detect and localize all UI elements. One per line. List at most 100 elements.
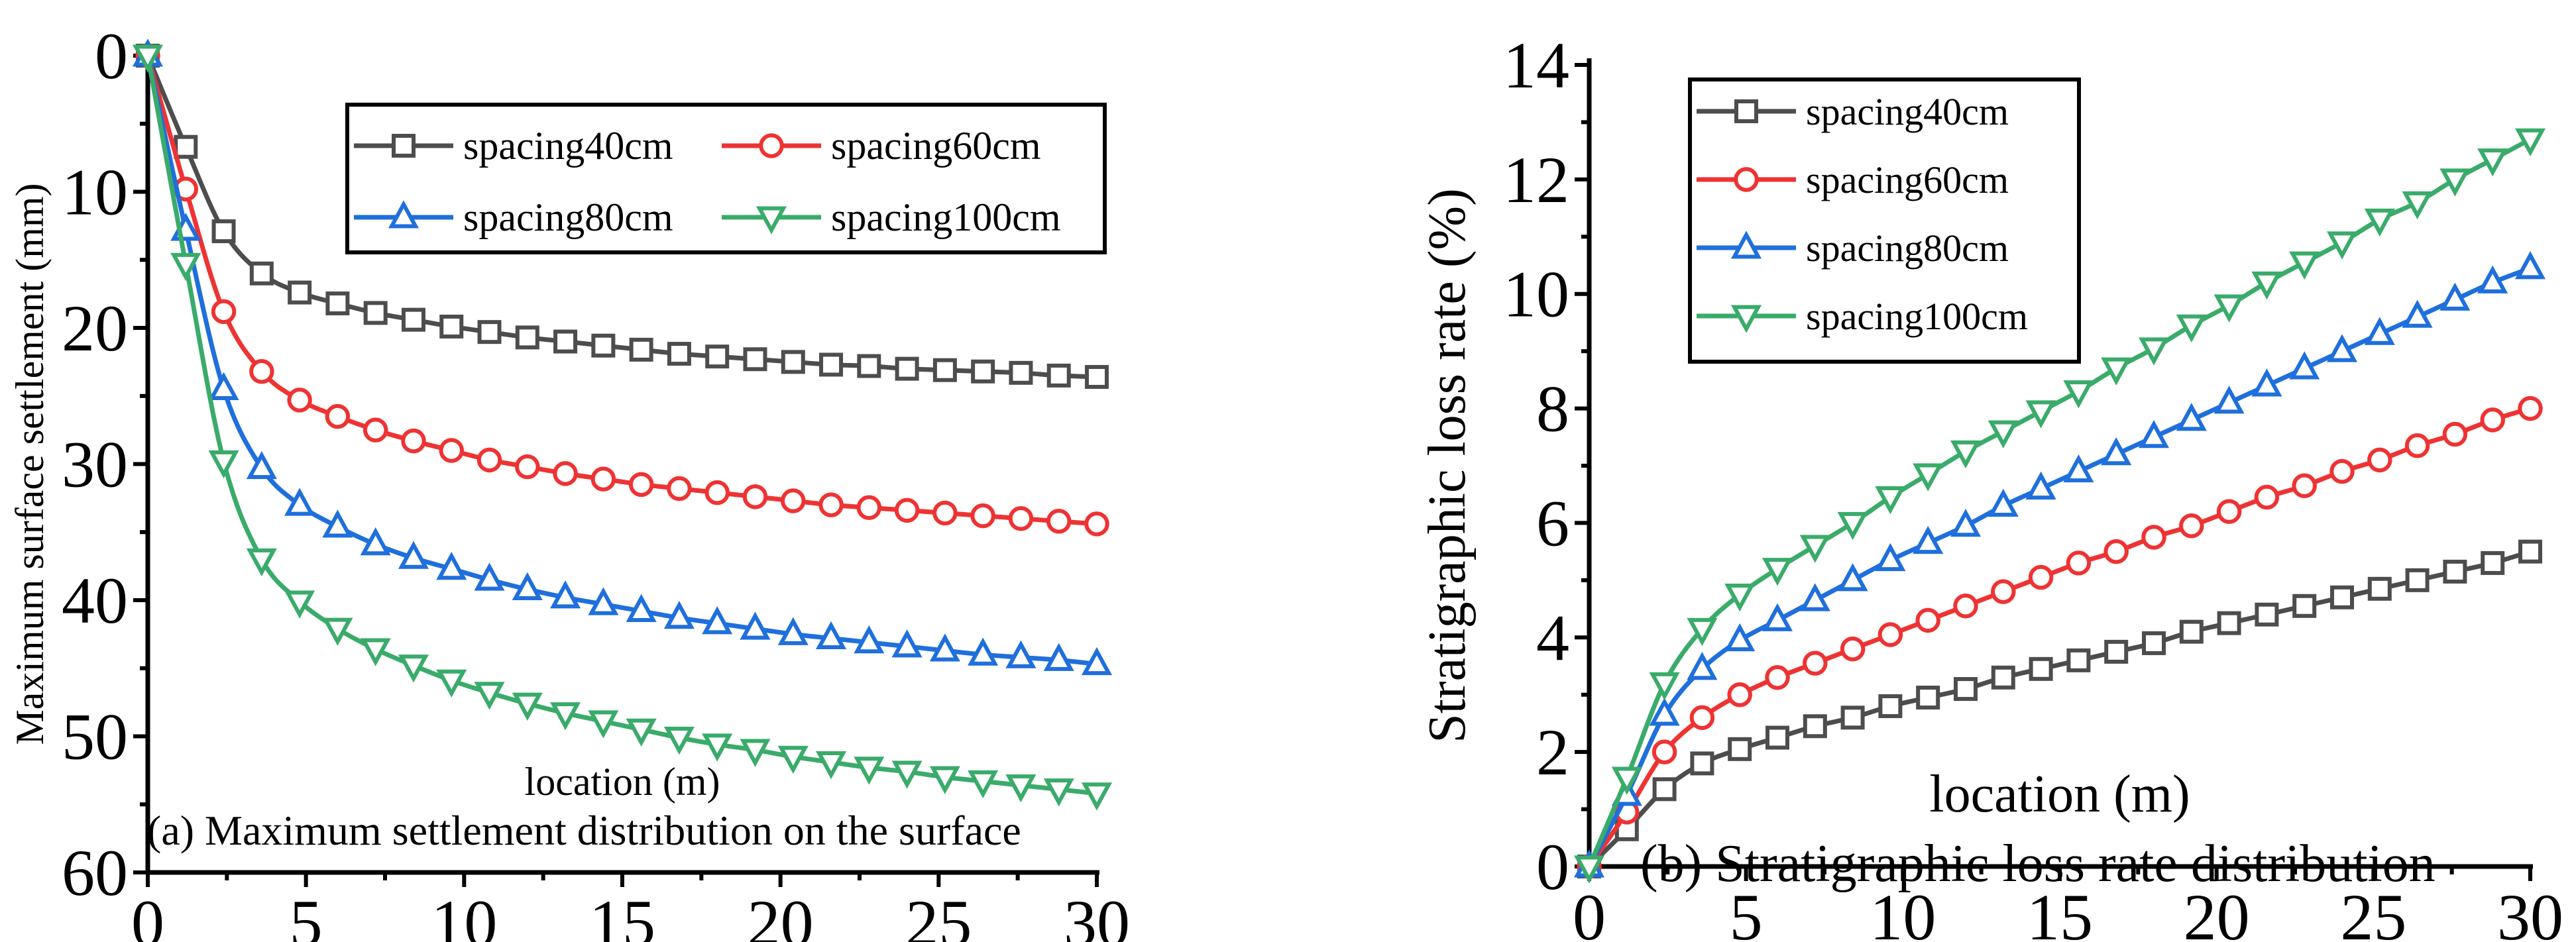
legend-label: spacing40cm xyxy=(463,124,673,168)
data-point-marker xyxy=(1953,594,1978,619)
x-axis-title: location (m) xyxy=(525,760,720,804)
data-point-marker xyxy=(2289,351,2320,380)
data-point-marker xyxy=(968,770,999,799)
data-point-marker xyxy=(2028,564,2054,590)
data-point-marker xyxy=(815,751,847,780)
x-tick-label: 20 xyxy=(748,886,814,942)
y-tick-label: 40 xyxy=(62,564,128,637)
data-point-marker xyxy=(2029,656,2053,681)
data-point-marker xyxy=(512,692,543,721)
data-point-marker xyxy=(1081,782,1113,811)
data-point-marker xyxy=(132,44,164,73)
data-point-marker xyxy=(1728,737,1752,761)
x-tick-label: 10 xyxy=(1870,880,1936,942)
legend-item-spacing100cm: spacing100cm xyxy=(1697,295,2028,338)
data-point-marker xyxy=(1611,766,1642,795)
chart-panel-b: 0 5 10 15 20 25 30 0 2 4 6 8 10 12 14 Stratigraphic los… xyxy=(1418,28,2563,942)
data-point-marker xyxy=(1837,511,1868,541)
data-point-marker xyxy=(1689,705,1715,731)
data-point-marker xyxy=(1649,698,1680,726)
data-point-marker xyxy=(663,727,695,755)
y-tick-label: 60 xyxy=(62,836,128,910)
data-point-marker xyxy=(628,472,654,497)
data-point-marker xyxy=(667,476,692,501)
data-point-marker xyxy=(2176,314,2207,343)
legend-label: spacing80cm xyxy=(1806,227,2009,270)
x-tick-label: 0 xyxy=(131,886,164,942)
data-point-marker xyxy=(1916,686,1940,710)
data-point-marker xyxy=(777,617,809,645)
series-spacing80cm xyxy=(1573,251,2546,878)
data-point-marker xyxy=(740,739,771,767)
data-point-marker xyxy=(2101,357,2132,386)
data-point-marker xyxy=(932,500,958,526)
x-tick-label: 20 xyxy=(2184,880,2250,942)
y-tick-label: 2 xyxy=(1536,715,1569,789)
data-point-marker xyxy=(476,447,502,473)
data-point-marker xyxy=(1803,651,1828,676)
x-tick-label: 15 xyxy=(589,886,655,942)
data-point-marker xyxy=(2326,231,2358,260)
series-spacing100cm xyxy=(1573,128,2546,884)
data-point-marker xyxy=(1727,682,1752,707)
data-point-marker xyxy=(401,307,425,332)
legend-label: spacing100cm xyxy=(1806,295,2028,338)
data-point-marker xyxy=(1950,440,1982,469)
data-point-marker xyxy=(2367,576,2392,601)
data-point-marker xyxy=(1954,677,1978,702)
data-point-marker xyxy=(856,495,882,521)
data-point-marker xyxy=(1988,420,2019,448)
data-point-marker xyxy=(2480,407,2505,433)
data-point-marker xyxy=(1081,647,1113,676)
data-point-marker xyxy=(2405,568,2430,592)
data-point-marker xyxy=(781,488,806,513)
series-spacing100cm xyxy=(132,44,1113,811)
data-point-marker xyxy=(208,372,239,400)
data-point-marker xyxy=(590,466,616,492)
x-axis-title: location (m) xyxy=(1929,765,2190,823)
data-point-marker xyxy=(2439,168,2471,197)
x-tick-label: 10 xyxy=(431,886,497,942)
data-point-marker xyxy=(2477,148,2508,177)
data-point-marker xyxy=(1690,751,1714,776)
data-point-marker xyxy=(2477,265,2508,293)
data-point-marker xyxy=(1762,603,1793,631)
data-point-marker xyxy=(1009,360,1033,385)
data-point-marker xyxy=(1913,525,1944,554)
series-spacing80cm xyxy=(132,38,1113,676)
data-point-marker xyxy=(1687,652,1718,680)
data-point-marker xyxy=(322,509,353,538)
data-point-marker xyxy=(246,548,277,577)
data-point-marker xyxy=(474,682,505,710)
data-point-marker xyxy=(363,417,388,443)
data-point-marker xyxy=(2255,602,2279,627)
data-point-marker xyxy=(1687,617,1718,647)
data-point-marker xyxy=(2402,299,2433,328)
data-point-marker xyxy=(743,347,767,372)
y-tick-label: 0 xyxy=(95,19,128,93)
data-point-marker xyxy=(2101,437,2132,466)
series-spacing40cm xyxy=(136,44,1109,389)
data-point-marker xyxy=(2216,499,2242,524)
data-point-marker xyxy=(742,484,768,509)
x-tick-label: 30 xyxy=(2497,880,2563,942)
data-point-marker xyxy=(1005,774,1036,803)
data-point-marker xyxy=(1765,725,1789,750)
data-point-marker xyxy=(895,356,919,381)
legend-box xyxy=(345,103,1107,254)
data-point-marker xyxy=(1875,486,1906,515)
data-point-marker xyxy=(777,745,809,774)
data-point-marker xyxy=(1046,509,1072,534)
data-point-marker xyxy=(1652,739,1677,764)
data-point-marker xyxy=(174,134,198,159)
legend-marker xyxy=(1734,99,1758,123)
data-point-marker xyxy=(1046,363,1071,388)
data-point-marker xyxy=(288,280,312,305)
data-point-marker xyxy=(2138,337,2170,366)
data-point-marker xyxy=(929,633,960,662)
data-point-marker xyxy=(626,718,657,747)
data-point-marker xyxy=(2254,484,2280,510)
data-point-marker xyxy=(1799,583,1830,611)
chart-panel-a: 0 5 10 15 20 25 30 0 10 20 30 40 50 60 Maximum surface… xyxy=(8,19,1130,942)
legend-item-spacing40cm: spacing40cm xyxy=(354,124,673,168)
